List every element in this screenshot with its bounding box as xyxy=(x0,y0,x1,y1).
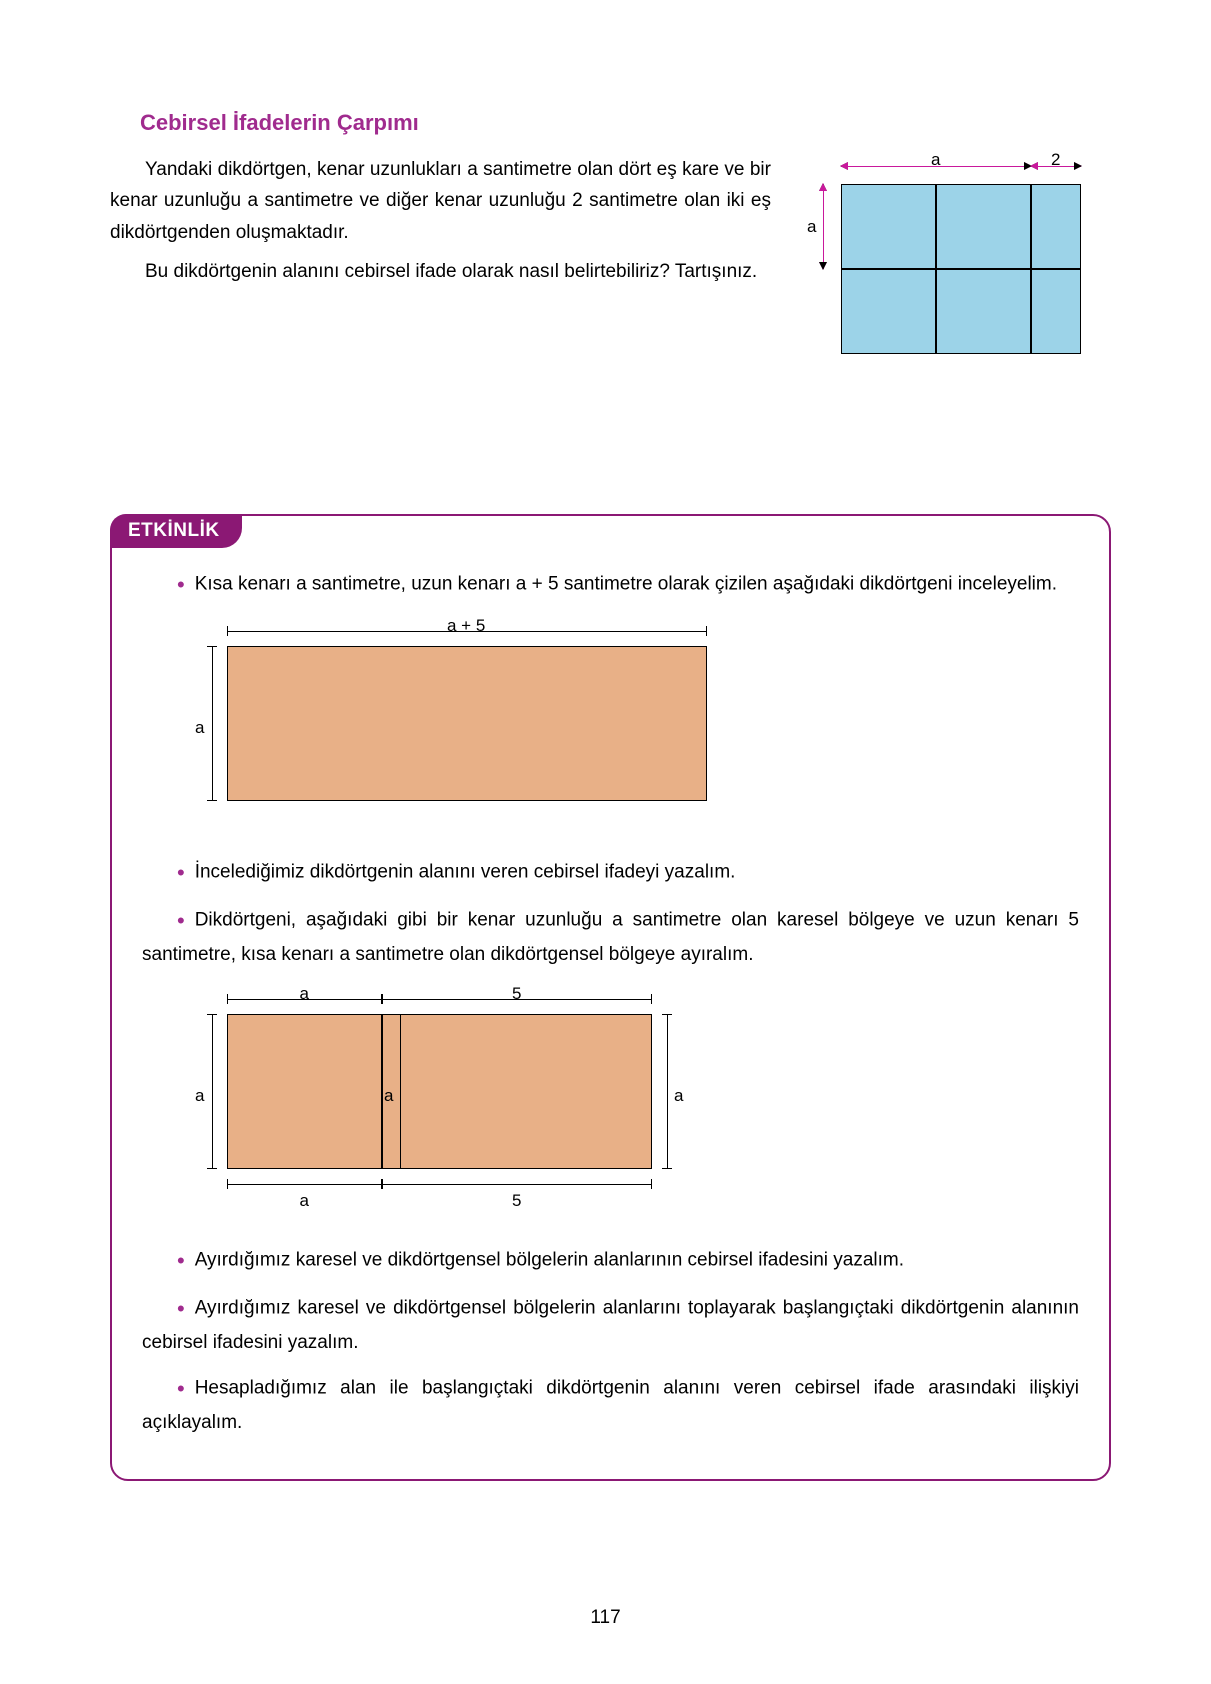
activity-p6-text: Hesapladığımız alan ile başlangıçtaki di… xyxy=(142,1377,1079,1433)
activity-p1: •Kısa kenarı a santimetre, uzun kenarı a… xyxy=(142,566,1079,603)
intro-text: Yandaki dikdörtgen, kenar uzunlukları a … xyxy=(110,154,771,374)
activity-text: •Kısa kenarı a santimetre, uzun kenarı a… xyxy=(142,566,1079,1439)
activity-p4: •Ayırdığımız karesel ve dikdörtgensel bö… xyxy=(142,1242,1079,1279)
figure-2: a5aaaa5 xyxy=(197,989,702,1214)
diagram-grid: a2a xyxy=(801,154,1111,374)
activity-p5: •Ayırdığımız karesel ve dikdörtgensel bö… xyxy=(142,1290,1079,1360)
activity-p2: •İncelediğimiz dikdörtgenin alanını vere… xyxy=(142,854,1079,891)
intro-row: Yandaki dikdörtgen, kenar uzunlukları a … xyxy=(110,154,1111,374)
activity-p6: •Hesapladığımız alan ile başlangıçtaki d… xyxy=(142,1370,1079,1440)
activity-box: ETKİNLİK •Kısa kenarı a santimetre, uzun… xyxy=(110,514,1111,1481)
activity-p4-text: Ayırdığımız karesel ve dikdörtgensel böl… xyxy=(195,1250,904,1271)
intro-p1: Yandaki dikdörtgen, kenar uzunlukları a … xyxy=(110,154,771,248)
activity-p2-text: İncelediğimiz dikdörtgenin alanını veren… xyxy=(195,862,736,883)
page-number: 117 xyxy=(0,1607,1211,1629)
figure-1: a + 5a xyxy=(197,621,737,826)
activity-p5-text: Ayırdığımız karesel ve dikdörtgensel böl… xyxy=(142,1298,1079,1354)
activity-tab: ETKİNLİK xyxy=(110,514,242,548)
activity-p3: •Dikdörtgeni, aşağıdaki gibi bir kenar u… xyxy=(142,902,1079,972)
intro-p2: Bu dikdörtgenin alanını cebirsel ifade o… xyxy=(110,256,771,287)
activity-p3-text: Dikdörtgeni, aşağıdaki gibi bir kenar uz… xyxy=(142,910,1079,966)
section-title: Cebirsel İfadelerin Çarpımı xyxy=(140,110,1111,136)
activity-p1-text: Kısa kenarı a santimetre, uzun kenarı a … xyxy=(195,574,1057,595)
